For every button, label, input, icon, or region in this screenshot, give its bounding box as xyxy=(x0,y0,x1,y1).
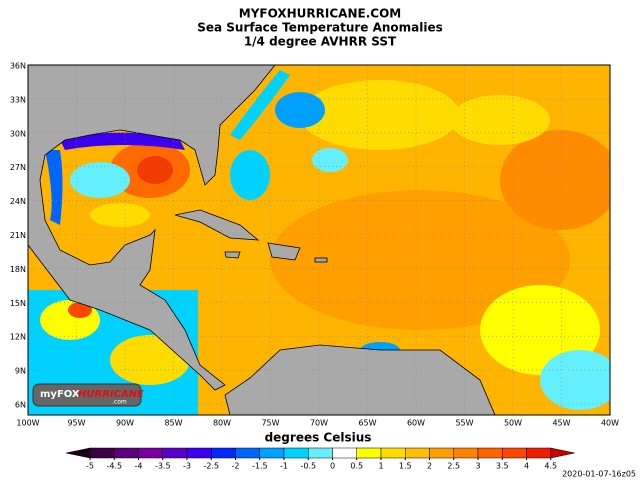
title: MYFOXHURRICANE.COM xyxy=(239,7,401,21)
colorbar-end xyxy=(550,447,575,459)
lon-label: 65W xyxy=(358,419,376,428)
colorbar-tick-label: -1 xyxy=(280,462,288,471)
lat-label: 12N xyxy=(10,333,26,342)
timestamp: 2020-01-07-16z05 xyxy=(562,470,636,479)
colorbar-tick-label: 1.5 xyxy=(399,462,412,471)
colorbar-tick-label: -5 xyxy=(86,462,94,471)
colorbar-segment xyxy=(186,447,212,459)
colorbar-tick-label: -3.5 xyxy=(155,462,171,471)
colorbar-tick-label: 0.5 xyxy=(350,462,363,471)
lat-label: 36N xyxy=(10,62,26,71)
colorbar-segment xyxy=(162,447,188,459)
lat-label: 27N xyxy=(10,163,26,172)
colorbar-tick-label: -3 xyxy=(183,462,191,471)
lon-label: 75W xyxy=(261,419,279,428)
colorbar-segment xyxy=(502,447,527,459)
lon-label: 40W xyxy=(601,419,619,428)
lon-label: 45W xyxy=(552,419,570,428)
lon-label: 100W xyxy=(16,419,39,428)
colorbar-segment xyxy=(429,447,454,459)
colorbar-segment xyxy=(211,447,236,459)
colorbar-segment xyxy=(453,447,479,459)
colorbar-segment xyxy=(405,447,430,459)
colorbar-tick-label: 3 xyxy=(475,462,480,471)
colorbar-segment xyxy=(235,447,260,459)
lat-label: 9N xyxy=(15,367,26,376)
colorbar-tick-label: -1.5 xyxy=(252,462,268,471)
colorbar-tick-label: -2.5 xyxy=(203,462,219,471)
colorbar-segment xyxy=(356,447,382,459)
colorbar-segment xyxy=(477,447,503,459)
lat-label: 21N xyxy=(10,231,26,240)
lat-label: 18N xyxy=(10,265,26,274)
grid xyxy=(28,65,610,415)
lat-label: 30N xyxy=(10,129,26,138)
colorbar-tick-label: 1 xyxy=(378,462,383,471)
lat-label: 33N xyxy=(10,95,26,104)
colorbar-segment xyxy=(308,447,333,459)
colorbar-segment xyxy=(526,447,551,459)
colorbar-tick-label: 3.5 xyxy=(496,462,509,471)
colorbar-tick-label: 0 xyxy=(330,462,335,471)
subtitle: Sea Surface Temperature Anomalies xyxy=(197,21,443,35)
map xyxy=(28,65,610,415)
colorbar-segment xyxy=(259,447,285,459)
logo-suffix: .com xyxy=(112,399,127,406)
colorbar-segment xyxy=(138,447,163,459)
lon-label: 90W xyxy=(116,419,134,428)
logo-name: HURRICANE xyxy=(78,389,144,400)
colorbar-tick-label: 2.5 xyxy=(447,462,460,471)
lon-label: 85W xyxy=(164,419,182,428)
colorbar-segment xyxy=(89,447,115,459)
subtitle: 1/4 degree AVHRR SST xyxy=(244,35,397,49)
colorbar: -5 -4.5 -4 -3.5 -3 -2.5 -2 -1.5 -1 -0.5 0 0.5 1 1.5 2 2… xyxy=(65,447,575,471)
lon-label: 50W xyxy=(504,419,522,428)
colorbar-tick-label: -0.5 xyxy=(300,462,316,471)
colorbar-tick-label: 4.5 xyxy=(544,462,557,471)
lat-label: 6N xyxy=(15,401,26,410)
colorbar-segment xyxy=(380,447,406,459)
colorbar-end xyxy=(65,447,91,459)
colorbar-tick-label: -4.5 xyxy=(106,462,122,471)
lat-label: 15N xyxy=(10,299,26,308)
logo: myFOX HURRICANE .com xyxy=(32,383,144,407)
logo-brand: myFOX xyxy=(40,389,80,400)
lon-label: 95W xyxy=(67,419,85,428)
lon-label: 55W xyxy=(455,419,473,428)
map-frame xyxy=(27,64,611,416)
colorbar-tick-label: 4 xyxy=(524,462,529,471)
colorbar-tick-label: -4 xyxy=(135,462,143,471)
colorbar-label: degrees Celsius xyxy=(265,431,372,445)
lat-label: 24N xyxy=(10,197,26,206)
lon-label: 80W xyxy=(213,419,231,428)
colorbar-segment xyxy=(114,447,139,459)
colorbar-segment xyxy=(332,447,357,459)
colorbar-tick-label: -2 xyxy=(232,462,240,471)
colorbar-tick-label: 2 xyxy=(427,462,432,471)
lon-label: 70W xyxy=(310,419,328,428)
colorbar-segment xyxy=(283,447,309,459)
lon-label: 60W xyxy=(407,419,425,428)
